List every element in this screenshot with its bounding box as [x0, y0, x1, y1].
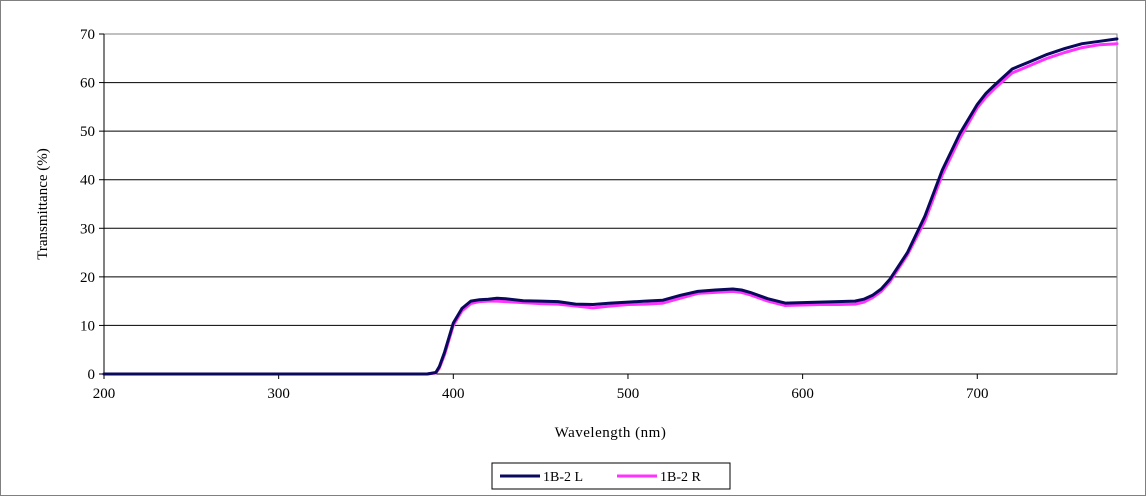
x-tick-label: 400 [442, 386, 465, 402]
y-tick-label: 70 [80, 27, 95, 43]
legend-label-2: 1B-2 R [660, 470, 702, 485]
y-axis-label: Transmittance (%) [35, 148, 51, 260]
y-tick-label: 20 [80, 270, 95, 286]
series-lines [102, 37, 1119, 376]
series-line-2 [102, 42, 1119, 376]
series-line-1 [102, 37, 1119, 376]
y-tick-label: 10 [80, 318, 95, 334]
x-tick-label: 300 [267, 386, 290, 402]
x-tick-label: 700 [966, 386, 989, 402]
axes: 0 10 20 30 40 50 60 70 200 300 400 500 600 700 [80, 27, 1117, 402]
y-tick-label: 50 [80, 124, 95, 140]
y-tick-label: 40 [80, 173, 95, 189]
legend-box [491, 462, 731, 490]
y-tick-label: 60 [80, 76, 95, 92]
x-tick-label: 500 [617, 386, 640, 402]
y-tick-label: 0 [88, 367, 96, 383]
legend-label-1: 1B-2 L [543, 470, 583, 485]
y-tick-label: 30 [80, 221, 95, 237]
x-axis-label: Wavelength (nm) [555, 425, 667, 441]
x-tick-label: 200 [93, 386, 116, 402]
x-tick-label: 600 [791, 386, 814, 402]
legend: 1B-2 L 1B-2 R [491, 462, 731, 490]
